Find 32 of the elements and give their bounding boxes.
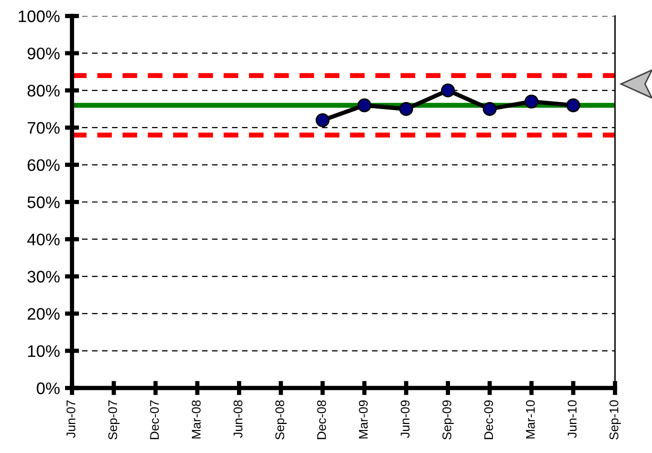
point: [566, 98, 580, 112]
y-tick-label: 60%: [28, 159, 60, 172]
y-tick-label: 30%: [27, 270, 60, 283]
x-tick-label: Mar-08: [192, 400, 201, 438]
y-tick-label: 90%: [28, 48, 60, 60]
x-tick-label: Mar-10: [526, 400, 535, 438]
y-tick-label: 100%: [18, 10, 60, 22]
point: [399, 102, 414, 116]
x-tick-label: Jun-08: [234, 400, 242, 438]
point: [524, 94, 538, 109]
y-tick-label: 70%: [28, 122, 60, 134]
x-tick-label: Sep-09: [442, 400, 454, 440]
x-tick-label: Dec-08: [317, 400, 326, 440]
y-tick-label: 50%: [28, 196, 60, 208]
y-tick-label: 10%: [28, 345, 60, 358]
x-tick-label: Sep-08: [275, 400, 287, 440]
y-tick-label: 20%: [28, 308, 60, 320]
point: [357, 98, 372, 112]
x-tick-label: Dec-07: [150, 400, 159, 440]
x-tick-label: Mar-09: [358, 400, 368, 438]
point: [440, 83, 455, 98]
point: [316, 113, 330, 128]
x-tick-label: Dec-09: [484, 400, 494, 440]
x-tick-label: Sep-07: [108, 400, 120, 440]
y-tick-label: 40%: [27, 234, 60, 246]
x-tick-label: Jun-09: [400, 400, 410, 438]
point: [482, 102, 497, 116]
x-tick-label: Sep-10: [610, 400, 621, 440]
y-tick-label: 0%: [36, 382, 60, 394]
x-tick-label: Jun-07: [66, 400, 76, 438]
x-tick-label: Jun-10: [568, 400, 577, 438]
y-tick-label: 80%: [28, 84, 60, 97]
